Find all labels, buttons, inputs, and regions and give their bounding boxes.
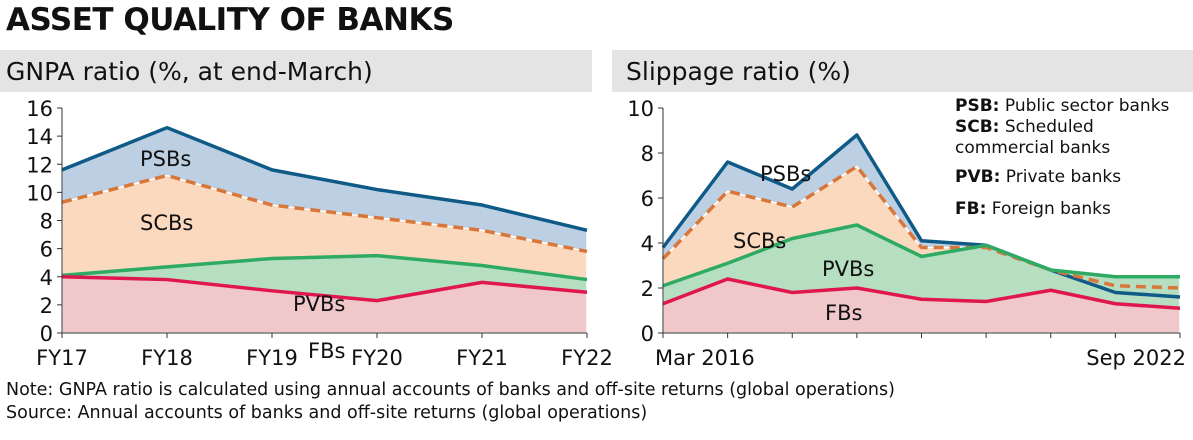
y-tick-label: 10 <box>627 97 654 121</box>
line-psbs <box>661 133 1181 299</box>
x-tick-label: FY20 <box>351 346 403 370</box>
y-tick-label: 0 <box>641 322 654 346</box>
y-tick-label: 12 <box>26 153 53 177</box>
line-pvbs <box>61 253 588 282</box>
y-tick-label: 8 <box>641 142 654 166</box>
y-tick-label: 8 <box>40 210 53 234</box>
page-title: ASSET QUALITY OF BANKS <box>6 2 454 38</box>
y-tick-label: 4 <box>641 232 654 256</box>
y-tick-label: 10 <box>26 181 53 205</box>
line-fbs <box>662 277 1181 310</box>
note: Note: GNPA ratio is calculated using ann… <box>6 380 895 400</box>
x-tick-label: FY19 <box>246 346 298 370</box>
legend-pvb: PVB: Private banks <box>955 167 1122 187</box>
label-pvbs-2: PVBs <box>822 257 874 281</box>
slippage-chart: 0 2 4 6 8 10 Mar 2016 Sep 2022 <box>627 97 1186 370</box>
y-tick-label: 0 <box>40 322 53 346</box>
chart-1-title: GNPA ratio (%, at end-March) <box>0 50 592 92</box>
legend-scb: SCB: Scheduled commercial banks <box>955 117 1111 158</box>
line-psbs <box>61 125 588 233</box>
label-scbs-1: SCBs <box>140 211 193 235</box>
y-tick-label: 2 <box>641 277 654 301</box>
label-psbs-1: PSBs <box>140 147 191 171</box>
legend-fb: FB: Foreign banks <box>955 199 1111 219</box>
line-scbs <box>661 164 1181 290</box>
x-tick-label: FY22 <box>561 346 613 370</box>
y-tick-label: 6 <box>641 187 654 211</box>
y-tick-label: 6 <box>40 238 53 262</box>
y-tick-label: 16 <box>26 97 53 121</box>
x-tick-label: FY21 <box>456 346 508 370</box>
line-fbs <box>61 275 588 303</box>
label-psbs-2: PSBs <box>760 162 811 186</box>
gnpa-chart: 0 2 4 6 8 10 12 14 16 FY17 FY18 FY19 FY20 FY21 FY22 <box>26 97 613 370</box>
legend-psb: PSB: Public sector banks <box>955 96 1170 116</box>
x-tick-label: FY18 <box>141 346 193 370</box>
y-tick-label: 2 <box>40 294 53 318</box>
label-fbs-2: FBs <box>825 301 862 325</box>
x-tick-label: Sep 2022 <box>1086 346 1186 370</box>
line-pvbs <box>662 223 1180 288</box>
label-fbs-1: FBs <box>308 339 345 363</box>
label-scbs-2: SCBs <box>733 229 786 253</box>
x-tick-label: FY17 <box>36 346 88 370</box>
y-tick-label: 14 <box>26 125 53 149</box>
chart-2-title: Slippage ratio (%) <box>612 50 1193 92</box>
label-pvbs-1: PVBs <box>293 292 345 316</box>
x-tick-label: Mar 2016 <box>655 346 755 370</box>
y-tick-label: 4 <box>40 266 53 290</box>
source: Source: Annual accounts of banks and off… <box>6 403 648 423</box>
